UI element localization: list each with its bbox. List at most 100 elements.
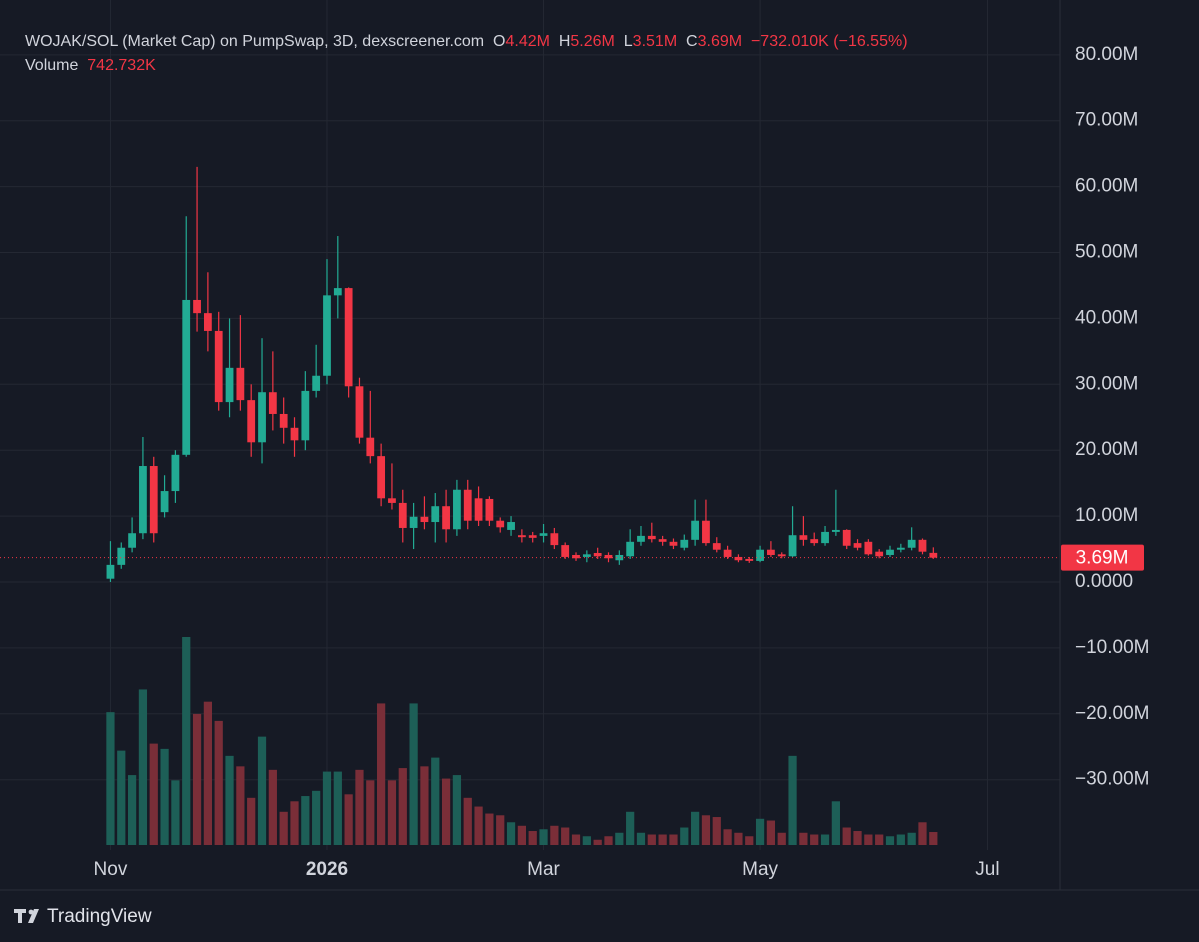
- volume-bar: [225, 755, 234, 845]
- candle-body: [344, 288, 353, 387]
- candle-body: [388, 498, 396, 503]
- candle-body: [203, 313, 212, 331]
- candle-body: [128, 533, 136, 548]
- volume-bar: [853, 831, 862, 845]
- volume-bar: [691, 811, 700, 845]
- candle-body: [463, 489, 472, 521]
- volume-bar: [755, 818, 765, 845]
- volume-bar: [452, 775, 462, 845]
- candle-body: [258, 392, 266, 443]
- candle-body: [279, 413, 288, 428]
- volume-bar: [301, 796, 310, 845]
- candle-body: [355, 386, 364, 438]
- volume-bar: [593, 839, 602, 845]
- volume-bar: [127, 775, 137, 845]
- volume-bar: [831, 801, 840, 845]
- candle-body: [323, 295, 331, 376]
- volume-bar: [138, 689, 148, 845]
- candle-body: [821, 531, 829, 544]
- candle-body: [182, 299, 191, 455]
- candle-body: [907, 539, 916, 548]
- volume-bar: [268, 769, 277, 845]
- candle-body: [420, 516, 429, 523]
- volume-bar: [171, 780, 180, 845]
- volume-bar: [192, 713, 202, 845]
- candle-body: [918, 539, 927, 552]
- candle-body: [702, 520, 710, 544]
- candle-body: [507, 522, 515, 530]
- volume-bar: [312, 790, 321, 845]
- legend-header: WOJAK/SOL (Market Cap) on PumpSwap, 3D, …: [25, 30, 908, 78]
- candle-body: [572, 554, 580, 559]
- y-tick-label: 0.0000: [1075, 571, 1133, 592]
- candle-body: [582, 554, 591, 557]
- volume-bar: [745, 836, 754, 845]
- volume-bar: [279, 811, 288, 845]
- ohlc-key: H: [558, 33, 571, 50]
- candle-body: [691, 520, 700, 540]
- volume-bar: [463, 797, 472, 845]
- volume-bar: [885, 836, 895, 845]
- candle-body: [149, 466, 158, 534]
- volume-bar: [615, 832, 624, 845]
- candle-body: [831, 529, 840, 532]
- volume-bar: [290, 801, 299, 845]
- volume-bar: [864, 834, 873, 845]
- candle-body: [193, 299, 201, 314]
- candle-body: [810, 539, 819, 544]
- candle-body: [236, 367, 245, 401]
- candle-body: [539, 533, 548, 536]
- candle-body: [453, 489, 461, 530]
- candle-body: [160, 491, 169, 513]
- title-row: WOJAK/SOL (Market Cap) on PumpSwap, 3D, …: [25, 30, 908, 54]
- ohlc-key: O: [493, 33, 506, 50]
- ohlc-value: 3.69M: [697, 33, 743, 50]
- candle-body: [777, 554, 786, 557]
- volume-bar: [788, 755, 797, 845]
- candle-body: [658, 539, 667, 542]
- candle-body: [377, 456, 386, 499]
- candle-body: [593, 553, 602, 557]
- volume-bar: [571, 834, 581, 845]
- candle-body: [604, 554, 613, 559]
- candle-body: [853, 543, 862, 548]
- x-tick-label: May: [742, 859, 778, 880]
- candle-body: [117, 547, 126, 565]
- volume-bar: [896, 834, 905, 845]
- volume-bar: [658, 834, 667, 845]
- volume-bar: [626, 811, 635, 845]
- volume-bar: [441, 778, 451, 845]
- candle-body: [626, 541, 635, 557]
- y-tick-label: 20.00M: [1075, 439, 1138, 460]
- last-price-tag: [1061, 544, 1144, 571]
- volume-bar: [820, 834, 830, 845]
- volume-row: Volume 742.732K: [25, 54, 908, 78]
- volume-bar: [734, 832, 743, 845]
- volume-bar: [517, 825, 526, 845]
- ohlc-value: 5.26M: [570, 33, 615, 50]
- candle-body: [474, 498, 483, 521]
- volume-bar: [907, 832, 916, 845]
- candle-body: [550, 533, 559, 546]
- candle-body: [431, 506, 440, 523]
- y-tick-label: −20.00M: [1075, 703, 1149, 724]
- volume-bar: [333, 771, 342, 845]
- y-tick-label: 10.00M: [1075, 505, 1138, 526]
- ohlc-value: 4.42M: [505, 33, 550, 50]
- volume-bar: [842, 827, 851, 845]
- candle-body: [788, 535, 797, 557]
- volume-bar: [322, 771, 332, 845]
- volume-bar: [539, 829, 548, 845]
- y-tick-label: 50.00M: [1075, 242, 1138, 263]
- volume-bar: [398, 768, 407, 845]
- volume-bar: [355, 769, 364, 845]
- ohlc-value: 3.51M: [632, 33, 678, 50]
- x-tick-label: Nov: [94, 859, 128, 880]
- candle-body: [485, 498, 494, 521]
- last-price-label: 3.69M: [1076, 548, 1129, 569]
- candle-body: [734, 556, 743, 561]
- candle-body: [896, 547, 905, 550]
- change: −732.010K: [750, 33, 829, 50]
- volume-bar: [669, 834, 678, 845]
